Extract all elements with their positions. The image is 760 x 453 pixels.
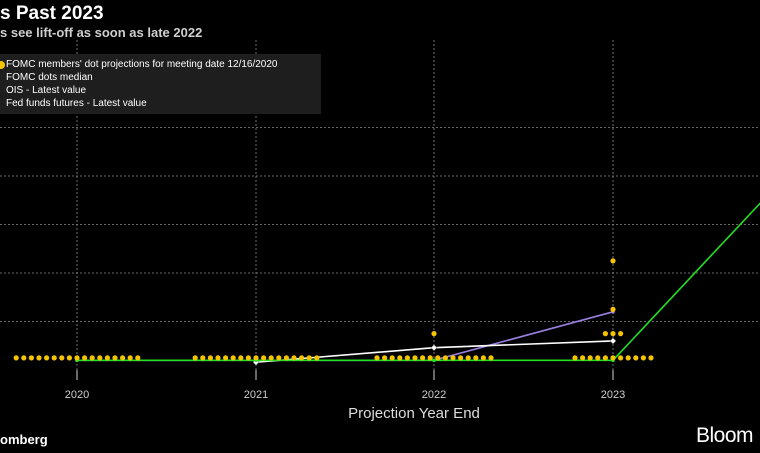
dot-projection (595, 355, 601, 361)
ois-point (609, 337, 617, 345)
dot-projection (450, 355, 456, 361)
dot-projection (488, 355, 494, 361)
dot-projection (397, 355, 403, 361)
dot-projection (200, 355, 206, 361)
dot-projection (120, 355, 126, 361)
dot-projection (238, 355, 244, 361)
dot-projection (245, 355, 251, 361)
dot-projection (618, 355, 624, 361)
dot-projection (253, 355, 259, 361)
dot-projection (44, 355, 50, 361)
dot-projection (427, 355, 433, 361)
dot-projection (602, 331, 609, 337)
dot-projection (442, 355, 448, 361)
dot-projection (66, 355, 72, 361)
dot-projection (207, 355, 213, 361)
dot-projection (21, 355, 27, 361)
dot-projection (74, 355, 80, 361)
dot-projection (389, 355, 395, 361)
x-axis-title: Projection Year End (348, 405, 480, 422)
x-tick-label: 2020 (65, 389, 89, 401)
dot-projection (97, 355, 103, 361)
dot-projection (420, 355, 426, 361)
dot-projection (572, 355, 578, 361)
x-tick-label: 2021 (244, 389, 268, 401)
source-label: omberg (0, 432, 48, 447)
dot-projection (230, 355, 236, 361)
dot-projection (13, 355, 19, 361)
dot-projections (13, 258, 654, 361)
dot-projection (89, 355, 95, 361)
legend-label: Fed funds futures - Latest value (6, 98, 147, 109)
dot-projection (306, 355, 312, 361)
dot-projection (51, 355, 57, 361)
grid-lines (0, 40, 760, 370)
dot-projection (580, 355, 586, 361)
dot-projection (473, 355, 479, 361)
dot-projection (283, 355, 289, 361)
dot-projection (276, 355, 282, 361)
dot-projection (59, 355, 65, 361)
dot-projection (299, 355, 305, 361)
series-line (77, 202, 760, 362)
ois-point (430, 344, 438, 352)
x-tick-label: 2022 (422, 389, 446, 401)
dot-projection (261, 355, 267, 361)
dot-projection (382, 355, 388, 361)
series-line (77, 311, 614, 362)
dot-projection (458, 355, 464, 361)
bloomberg-logo: Bloom (696, 424, 754, 447)
dot-projection (215, 355, 221, 361)
dot-projection (640, 355, 647, 361)
legend-label: FOMC dots median (6, 72, 93, 83)
dot-projection (625, 355, 631, 361)
dot-projection (618, 331, 624, 337)
dot-projection (112, 355, 118, 361)
dot-projection (633, 355, 639, 361)
dot-projection (82, 355, 88, 361)
x-axis: 2020202120222023L (65, 370, 625, 401)
dot-projection (404, 355, 410, 361)
dot-projection (587, 355, 593, 361)
legend-label: OIS - Latest value (6, 85, 87, 96)
chart-subtitle: s see lift-off as soon as late 2022 (0, 25, 203, 40)
chart-title: s Past 2023 (0, 3, 104, 24)
dot-projection (374, 355, 380, 361)
dot-projection (36, 355, 42, 361)
dot-projection (465, 355, 471, 361)
dot-projection (127, 355, 133, 361)
dot-projection (28, 355, 34, 361)
dot-projection (412, 355, 418, 361)
dot-projection (104, 355, 110, 361)
dot-projection (135, 355, 141, 361)
dot-projection (480, 355, 486, 361)
x-tick-label: 2023 (601, 389, 625, 401)
dot-projection (610, 306, 616, 312)
series-point (432, 358, 436, 363)
dot-projection (610, 258, 616, 264)
legend-label: FOMC members' dot projections for meetin… (6, 59, 278, 70)
dot-projection (602, 355, 609, 361)
dot-projection (648, 355, 654, 361)
dot-projection (435, 355, 441, 361)
dot-projection (431, 331, 437, 337)
dot-projection (192, 355, 198, 361)
series-layer (75, 202, 760, 366)
dot-projection (610, 355, 616, 361)
dot-projection (610, 331, 616, 337)
dot-projection (314, 355, 320, 361)
dot-projection (268, 355, 274, 361)
dot-projection (223, 355, 229, 361)
dot-projection (291, 355, 297, 361)
legend-dot-icon (0, 61, 5, 69)
legend: FOMC members' dot projections for meetin… (0, 54, 321, 114)
